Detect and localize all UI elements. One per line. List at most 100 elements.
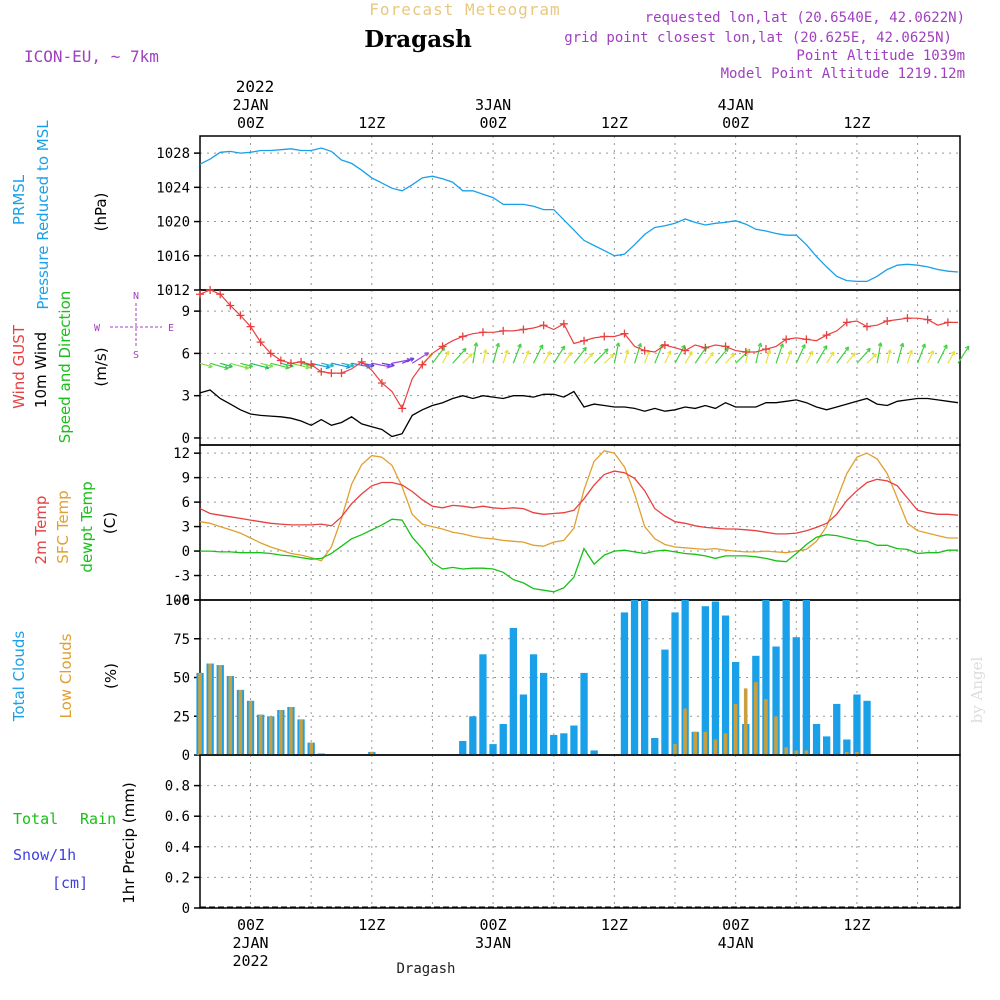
wind-arrow [846, 352, 856, 364]
wind-arrow [714, 347, 729, 364]
wind-arrow-head [567, 351, 573, 357]
wind-arrow [634, 343, 642, 364]
total-cloud-bar [489, 744, 497, 755]
watermark: by Angel [968, 656, 986, 723]
total-cloud-bar [843, 739, 851, 755]
wind-arrow-head [624, 349, 630, 354]
wind-arrow [623, 349, 629, 364]
wind-arrow [785, 350, 792, 364]
wind-arrow [725, 353, 736, 364]
wind-panel-labels: Wind GUST 10m Wind Speed and Direction (… [10, 291, 174, 444]
total-cloud-bar [590, 750, 598, 755]
point-altitude: Point Altitude 1039m [796, 48, 965, 64]
top-hour-label: 00Z [237, 114, 264, 132]
wind-arrow [512, 343, 522, 364]
y-tick-label: 0 [182, 901, 190, 917]
low-cloud-bar [248, 700, 253, 756]
total-cloud-bar [711, 601, 720, 755]
wind-arrow-head [877, 342, 883, 347]
wind-arrow-head [462, 347, 467, 353]
gust-marker [822, 331, 831, 340]
meteogram-title: Forecast Meteogram [369, 0, 560, 19]
wind-arrow [613, 342, 620, 364]
gust-marker [499, 326, 508, 335]
panel-frame [199, 289, 961, 446]
wind-arrow-head [950, 350, 956, 356]
low-cloud-bar [713, 739, 718, 755]
gust-marker [741, 348, 750, 356]
wind-arrow [230, 362, 249, 369]
low-cloud-bar [198, 672, 202, 755]
wind-arrow-head [830, 351, 835, 356]
wind-arrow-head [965, 345, 970, 351]
wind-arrow-head [637, 342, 642, 348]
wind-arrow [856, 348, 871, 364]
gust-marker [286, 359, 295, 368]
wind-arrow [381, 362, 395, 367]
wind-arrow-head [730, 352, 736, 358]
temp2m-line [199, 470, 959, 535]
wind-arrow [502, 349, 509, 364]
wind-arrow-head [787, 350, 793, 355]
wind-arrow-head [582, 346, 587, 352]
wind-arrow [896, 343, 904, 364]
wind-arrow [341, 362, 354, 367]
wind-arrow [532, 344, 544, 364]
panel-frame [199, 754, 961, 909]
gust-marker [539, 321, 548, 330]
wind-arrow [815, 345, 828, 364]
wind-arrow [563, 351, 573, 364]
low-cloud-bar [764, 699, 768, 755]
y-tick-label: -6 [173, 593, 190, 609]
wind-arrow-head [345, 364, 351, 369]
wind-speed-dir-label: Speed and Direction [56, 291, 74, 444]
low-clouds-label: Low Clouds [57, 633, 75, 718]
total-cloud-bar [651, 738, 659, 755]
total-clouds-label: Total Clouds [10, 631, 28, 723]
wind-gust-line [199, 289, 958, 410]
wind-arrow [957, 345, 970, 364]
wind-arrow [664, 350, 672, 364]
low-cloud-bar [289, 707, 293, 755]
gust-marker [276, 356, 285, 365]
bottom-date-label: 2JAN [232, 934, 268, 952]
wind-arrow-head [766, 349, 772, 354]
gust-marker [418, 360, 427, 369]
low-cloud-bar [279, 710, 283, 755]
y-tick-label: 0.2 [165, 870, 190, 886]
temp-panel-labels: 2m Temp SFC Temp dewpt Temp (C) [32, 481, 119, 572]
gust-marker [216, 290, 225, 299]
precip-snow-label: Snow/1h [13, 846, 76, 864]
total-cloud-bar [863, 700, 871, 756]
bottom-hour-label: 12Z [601, 916, 628, 934]
model-label: ICON-EU, ~ 7km [24, 47, 159, 66]
gust-marker [600, 332, 609, 341]
wind-arrow [674, 344, 686, 364]
wind-arrow-head [224, 365, 229, 371]
wind-arrow-head [539, 344, 544, 349]
pressure-panel-labels: PRMSL Pressure Reduced to MSL (hPa) [10, 120, 110, 310]
y-tick-label: 0 [182, 544, 190, 560]
low-cloud-bar [754, 682, 758, 755]
total-cloud-bar [499, 724, 507, 755]
gust-marker [246, 322, 255, 331]
wind-arrow [522, 350, 530, 364]
bottom-hour-label: 00Z [480, 916, 507, 934]
low-cloud-bar [794, 750, 799, 755]
gust-marker [307, 360, 316, 369]
low-cloud-bar [370, 751, 374, 755]
pressure-msl-label: Pressure Reduced to MSL [34, 120, 52, 310]
wind-arrow-head [370, 362, 375, 368]
cloud-unit: (%) [102, 663, 120, 689]
low-cloud-bar [673, 744, 677, 755]
wind-arrow-head [667, 350, 672, 355]
wind-arrow [906, 349, 913, 364]
wind-arrow [927, 350, 934, 364]
total-cloud-bar [560, 733, 568, 755]
total-cloud-bar [479, 654, 487, 756]
wind-10m-line [199, 389, 959, 438]
wind-arrow [240, 362, 253, 368]
wind-arrow [270, 362, 290, 369]
wind-arrow-head [244, 365, 249, 370]
